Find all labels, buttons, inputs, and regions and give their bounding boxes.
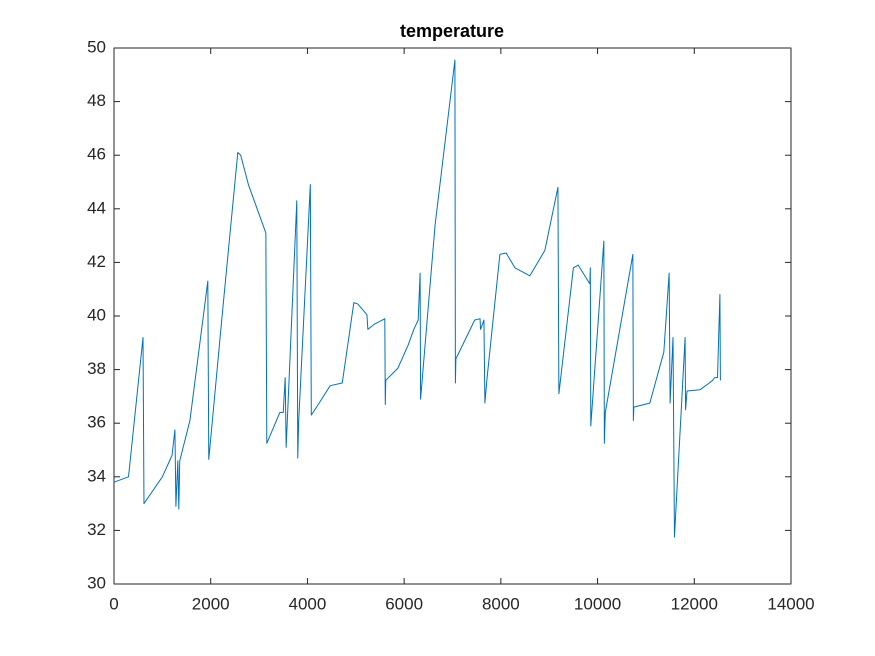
y-tick-label: 42 (87, 252, 106, 271)
x-tick-label: 8000 (482, 594, 520, 613)
x-tick-label: 10000 (574, 594, 621, 613)
y-tick-label: 38 (87, 359, 106, 378)
x-tick-label: 4000 (289, 594, 327, 613)
x-tick-label: 14000 (767, 594, 814, 613)
y-tick-label: 32 (87, 520, 106, 539)
x-tick-label: 0 (109, 594, 118, 613)
x-tick-label: 2000 (192, 594, 230, 613)
plot-area (113, 47, 792, 585)
y-tick-label: 30 (87, 573, 106, 592)
y-tick-label: 40 (87, 305, 106, 324)
x-tick-label: 6000 (385, 594, 423, 613)
y-tick-label: 34 (87, 466, 106, 485)
y-tick-label: 50 (87, 37, 106, 56)
y-tick-label: 48 (87, 91, 106, 110)
x-tick-label: 12000 (671, 594, 718, 613)
chart-title: temperature (400, 21, 504, 41)
line-series (113, 59, 721, 538)
y-tick-label: 36 (87, 413, 106, 432)
y-tick-label: 44 (87, 198, 106, 217)
y-tick-label: 46 (87, 145, 106, 164)
